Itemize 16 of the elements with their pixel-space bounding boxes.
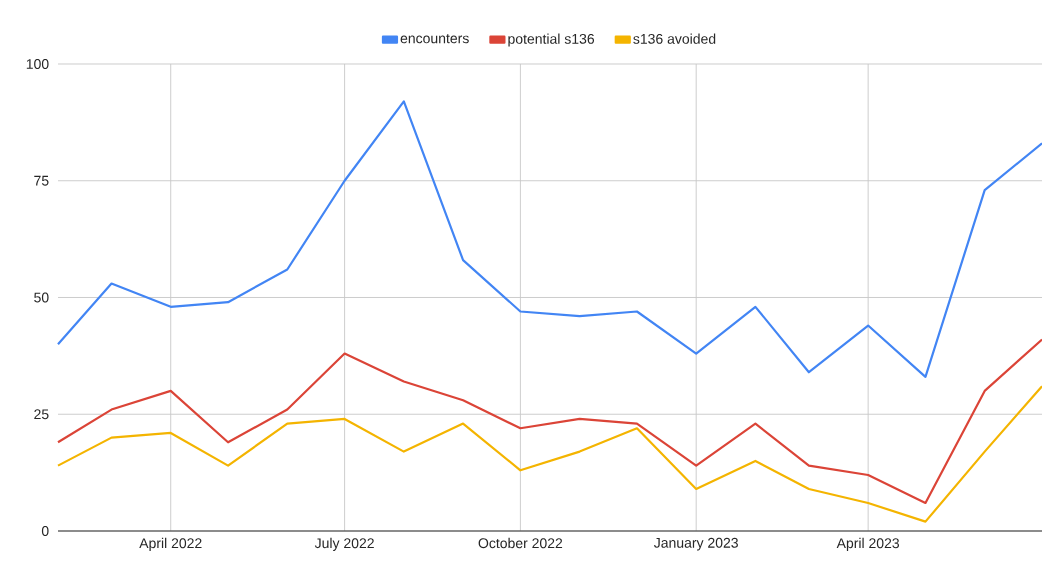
x-tick-label: October 2022 [478, 537, 563, 549]
y-tick-label: 75 [34, 175, 49, 186]
line-series [56, 338, 1042, 505]
y-tick-label: 0 [41, 526, 49, 536]
legend-label: encounters [400, 34, 469, 44]
x-tick-label: April 2023 [836, 537, 900, 551]
x-tick-label: April 2022 [139, 537, 202, 551]
line-series [56, 385, 1042, 523]
y-tick-label: 25 [34, 409, 49, 420]
x-tick-label: January 2023 [653, 537, 738, 551]
y-tick-label: 50 [34, 292, 49, 303]
line-series [56, 100, 1042, 378]
legend-label: s136 avoided [633, 33, 716, 44]
y-tick-label: 100 [26, 59, 49, 69]
x-tick-label: July 2022 [314, 537, 374, 551]
legend-label: potential s136 [508, 33, 595, 47]
